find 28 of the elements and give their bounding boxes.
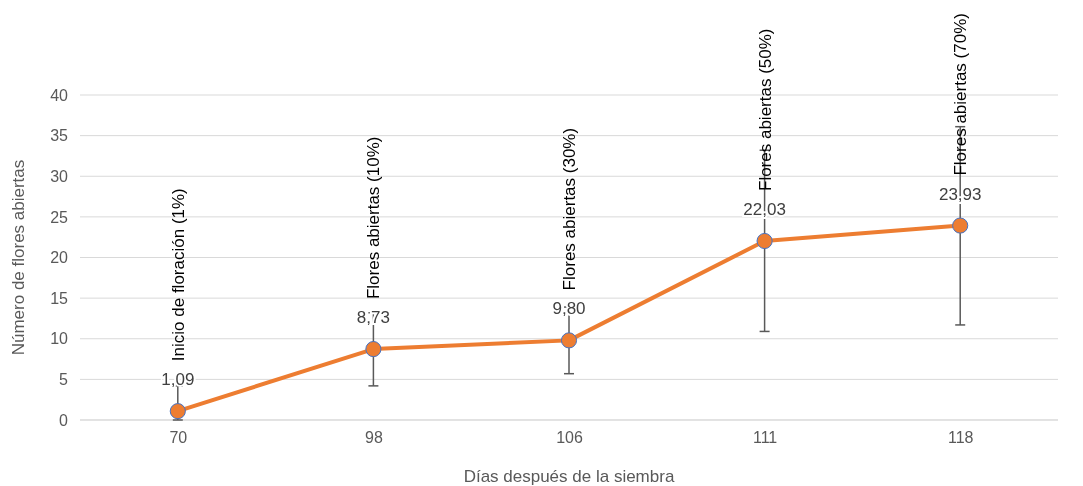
y-axis-title: Número de flores abiertas xyxy=(9,159,28,356)
annotation: Flores abiertas (70%) xyxy=(951,13,971,176)
x-tick-label: 111 xyxy=(752,429,778,447)
x-tick-label: 98 xyxy=(365,429,383,447)
point xyxy=(756,232,773,250)
annotation: Flores abiertas (30%) xyxy=(560,127,579,291)
annotation: Flores abiertas (50%) xyxy=(755,28,775,192)
y-tick-label: 35 xyxy=(50,127,69,145)
y-tick-label: 20 xyxy=(50,249,69,267)
y-tick-label: 15 xyxy=(50,289,69,307)
annotation: Inicio de floración (1%) xyxy=(168,188,188,362)
point xyxy=(169,403,186,420)
data-label: 1,09 xyxy=(161,370,195,390)
x-tick-label: 106 xyxy=(556,429,583,447)
data-label: 9,80 xyxy=(552,299,586,319)
annotation: Flores abiertas (10%) xyxy=(364,136,384,300)
x-axis-title: Días después de la siembra xyxy=(463,467,675,486)
y-tick-label: 5 xyxy=(59,370,69,388)
y-tick-label: 30 xyxy=(50,167,69,185)
y-tick-label: 25 xyxy=(50,208,69,226)
point xyxy=(952,217,969,234)
x-tick-label: 118 xyxy=(947,429,974,447)
y-tick-label: 10 xyxy=(50,330,69,348)
y-tick-label: 40 xyxy=(50,86,69,104)
point xyxy=(365,341,382,358)
point xyxy=(560,332,578,349)
y-tick-label: 0 xyxy=(59,411,69,429)
x-tick-label: 70 xyxy=(169,429,188,447)
